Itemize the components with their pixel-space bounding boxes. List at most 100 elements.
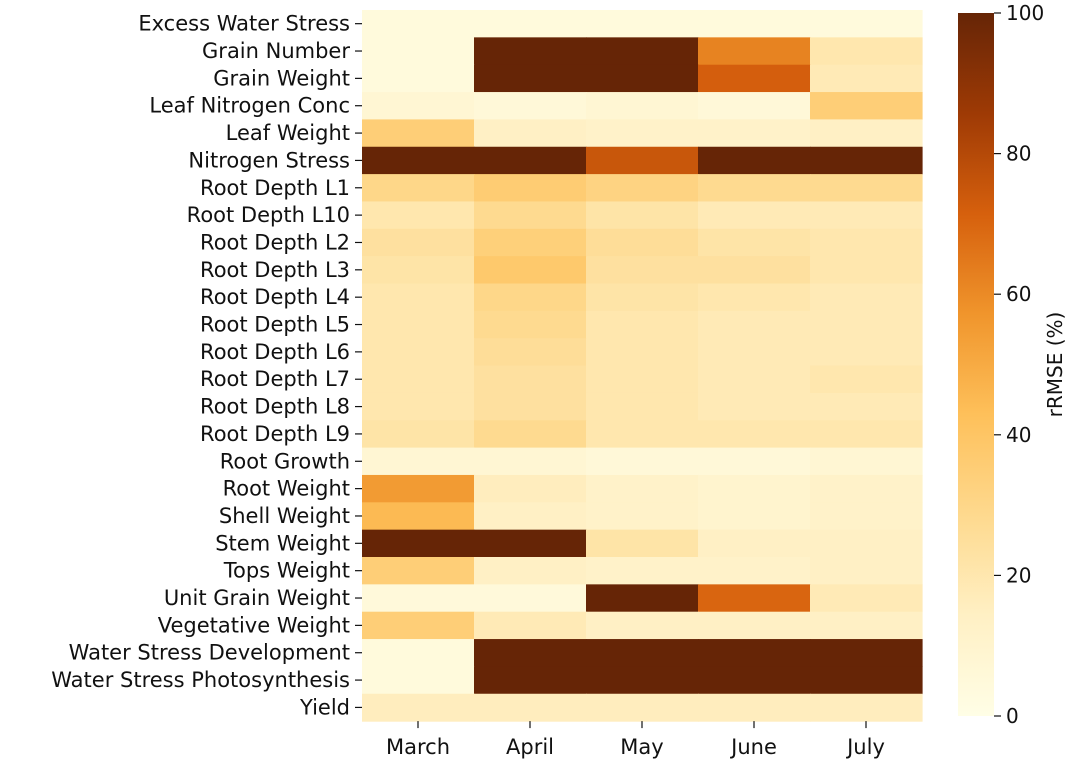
row-label: Water Stress Photosynthesis: [51, 668, 350, 692]
heatmap-cell: [586, 37, 699, 66]
heatmap-cell: [698, 666, 811, 695]
row-label: Root Depth L8: [200, 395, 350, 419]
row-label: Root Growth: [220, 449, 350, 473]
heatmap-cell: [698, 310, 811, 339]
heatmap-cell: [474, 256, 587, 285]
heatmap-cell: [586, 557, 699, 585]
heatmap-cell: [362, 146, 475, 175]
heatmap-cell: [362, 256, 475, 285]
colorbar-tick-label: 80: [1006, 142, 1031, 166]
row-label: Vegetative Weight: [158, 613, 350, 637]
colorbar-label: rRMSE (%): [1043, 312, 1067, 418]
heatmap-cell: [474, 666, 587, 695]
column-label: March: [386, 735, 450, 759]
heatmap-cell: [810, 693, 923, 722]
heatmap-cell: [586, 420, 699, 449]
heatmap-cell: [586, 228, 699, 257]
heatmap-cell: [474, 392, 587, 421]
heatmap-cell: [474, 92, 587, 120]
row-label: Water Stress Development: [69, 641, 350, 665]
heatmap-cell: [810, 474, 923, 503]
row-label: Root Depth L10: [187, 203, 350, 227]
heatmap-cell: [362, 639, 475, 667]
row-label: Root Depth L6: [200, 340, 350, 364]
heatmap-cell: [698, 557, 811, 585]
heatmap-cell: [698, 420, 811, 449]
heatmap-cell: [474, 365, 587, 394]
heatmap-cell: [810, 639, 923, 667]
heatmap-cell: [474, 502, 587, 531]
row-label: Grain Number: [202, 39, 350, 63]
heatmap-cell: [698, 611, 811, 640]
heatmap-cell: [810, 256, 923, 285]
row-label: Root Depth L9: [200, 422, 350, 446]
heatmap-cell: [362, 310, 475, 339]
heatmap-cell: [362, 10, 475, 38]
heatmap-cell: [474, 119, 587, 148]
heatmap-cell: [586, 529, 699, 558]
heatmap-cell: [362, 283, 475, 312]
heatmap-cell: [698, 283, 811, 312]
heatmap-cell: [698, 529, 811, 558]
heatmap-cell: [586, 174, 699, 203]
heatmap-cell: [474, 529, 587, 558]
heatmap-cell: [698, 256, 811, 285]
heatmap-cell: [586, 92, 699, 120]
row-label: Root Weight: [223, 477, 350, 501]
row-label: Leaf Nitrogen Conc: [149, 94, 350, 118]
row-label: Root Depth L7: [200, 367, 350, 391]
heatmap-cell: [474, 557, 587, 585]
heatmap-cell: [810, 392, 923, 421]
heatmap-cell: [698, 37, 811, 66]
heatmap-cell: [474, 201, 587, 230]
heatmap-cell: [810, 37, 923, 66]
heatmap-cell: [810, 146, 923, 175]
heatmap-cell: [362, 584, 475, 613]
heatmap-cell: [698, 64, 811, 93]
heatmap-cell: [810, 10, 923, 38]
heatmap-cell: [362, 529, 475, 558]
heatmap-cell: [362, 666, 475, 695]
heatmap-cell: [362, 119, 475, 148]
heatmap-cell: [698, 447, 811, 476]
heatmap-cell: [474, 146, 587, 175]
heatmap-cell: [810, 201, 923, 230]
column-labels: March April May June July: [386, 721, 885, 759]
heatmap-cell: [474, 693, 587, 722]
heatmap-cell: [586, 201, 699, 230]
heatmap-cell: [810, 283, 923, 312]
row-labels: Excess Water Stress Grain Number Grain Wei…: [51, 12, 362, 719]
heatmap-cell: [698, 474, 811, 503]
row-label: Leaf Weight: [226, 121, 350, 145]
row-label: Shell Weight: [219, 504, 350, 528]
heatmap-cell: [474, 174, 587, 203]
heatmap-cell: [362, 174, 475, 203]
heatmap-cell: [810, 174, 923, 203]
row-label: Nitrogen Stress: [188, 148, 350, 172]
heatmap-cell: [586, 256, 699, 285]
colorbar-gradient: [958, 13, 994, 716]
colorbar-tick-label: 40: [1006, 423, 1031, 447]
row-label: Root Depth L1: [200, 176, 350, 200]
heatmap-cell: [586, 474, 699, 503]
colorbar-tick-label: 60: [1006, 282, 1031, 306]
heatmap-cell: [362, 64, 475, 93]
heatmap-cell: [362, 37, 475, 66]
heatmap-cell: [586, 365, 699, 394]
heatmap-cell: [698, 10, 811, 38]
heatmap-cell: [474, 584, 587, 613]
heatmap-cell: [810, 584, 923, 613]
heatmap-cell: [586, 392, 699, 421]
heatmap-cell: [698, 693, 811, 722]
heatmap-cell: [362, 447, 475, 476]
heatmap-cell: [810, 365, 923, 394]
heatmap-cell: [810, 502, 923, 531]
heatmap-cell: [586, 693, 699, 722]
heatmap-cell: [474, 474, 587, 503]
heatmap-cell: [810, 92, 923, 120]
colorbar-tick-label: 20: [1006, 563, 1031, 587]
heatmap-cell: [698, 119, 811, 148]
row-label: Unit Grain Weight: [164, 586, 350, 610]
heatmap-cell: [474, 228, 587, 257]
